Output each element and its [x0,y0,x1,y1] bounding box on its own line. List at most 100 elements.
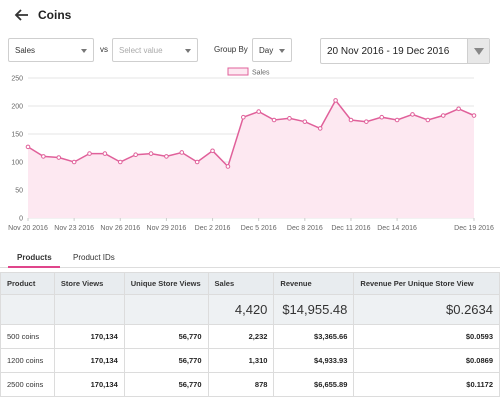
totals-cell-empty [0,294,55,325]
chevron-down-icon [474,48,484,55]
tab-products[interactable]: Products [17,253,52,262]
column-header-revenue-per-unique-store-view[interactable]: Revenue Per Unique Store View [353,272,500,295]
sales-point [394,117,400,123]
active-tab-indicator [8,266,60,268]
sales-point [102,151,108,156]
revenue-value: $6,655.89 [273,372,355,397]
chevron-down-icon [185,49,191,53]
sales-point [179,150,185,155]
y-tick-label: 150 [11,132,23,139]
unique-store-views-value: 56,770 [123,372,209,397]
sales-point [133,152,138,158]
group-by-select[interactable]: Day [252,38,292,62]
column-header-revenue[interactable]: Revenue [273,272,355,295]
y-tick-label: 250 [11,76,23,83]
sales-point [194,159,200,165]
sales-point [271,117,277,123]
sales-chart-svg: 0 50 100 150 200 250 Nov 20 2016 Nov 23 2016 Nov… [8,67,494,232]
sales-point [317,126,323,131]
chevron-down-icon [279,49,285,53]
column-header-product[interactable]: Product [0,272,55,295]
header-bar: Coins [0,0,500,30]
y-tick-label: 200 [11,104,23,111]
table-row[interactable]: 1200 coins 170,134 56,770 1,310 $4,933.9… [0,348,500,373]
compare-select-placeholder: Select value [119,45,163,55]
sales-chart: 0 50 100 150 200 250 Nov 20 2016 Nov 23 2016 Nov… [0,64,500,240]
date-range-value: 20 Nov 2016 - 19 Dec 2016 [327,45,450,57]
product-name: 500 coins [0,324,55,349]
product-name: 1200 coins [0,348,55,373]
sales-value: 2,232 [207,324,275,349]
column-header-store-views[interactable]: Store Views [53,272,125,295]
legend-label: Sales [252,70,270,77]
x-tick-label: Nov 26 2016 [100,225,140,232]
sales-point [348,117,354,123]
x-tick-label: Nov 20 2016 [8,225,48,232]
totals-rpusv: $0.2634 [353,294,500,325]
x-tick-label: Dec 19 2016 [454,225,494,232]
x-tick-label: Dec 8 2016 [287,225,323,232]
sales-value: 1,310 [207,348,275,373]
rpusv-value: $0.0869 [353,348,500,373]
metric-select[interactable]: Sales [8,38,94,62]
sales-point [425,117,431,123]
store-views-value: 170,134 [53,324,125,349]
revenue-value: $3,365.66 [273,324,355,349]
date-range-picker[interactable]: 20 Nov 2016 - 19 Dec 2016 [320,38,490,64]
column-header-unique-store-views[interactable]: Unique Store Views [123,272,209,295]
sales-point [87,151,92,156]
rpusv-value: $0.1172 [353,372,500,397]
x-tick-label: Nov 29 2016 [147,225,187,232]
x-tick-label: Dec 2 2016 [195,225,231,232]
tab-bar: Products Product IDs [0,250,500,268]
sales-line [27,99,475,168]
rpusv-value: $0.0593 [353,324,500,349]
y-tick-label: 50 [15,188,23,195]
x-tick-label: Nov 23 2016 [54,225,94,232]
x-tick-label: Dec 5 2016 [241,225,277,232]
store-views-value: 170,134 [53,348,125,373]
sales-point [241,114,246,120]
sales-point [287,116,292,121]
arrow-left-icon[interactable] [14,7,30,23]
totals-cell-empty [123,294,209,325]
sales-point [456,106,461,112]
tab-product-ids[interactable]: Product IDs [73,253,115,262]
y-tick-label: 0 [19,216,23,223]
page-title: Coins [38,8,72,22]
sales-point [379,114,385,120]
store-views-value: 170,134 [53,372,125,397]
compare-select[interactable]: Select value [112,38,198,62]
sales-point [410,112,415,117]
sales-point [471,113,477,118]
column-header-sales[interactable]: Sales [207,272,275,295]
sales-point [302,119,308,124]
sales-point [25,144,31,150]
revenue-value: $4,933.93 [273,348,355,373]
table-row[interactable]: 500 coins 170,134 56,770 2,232 $3,365.66… [0,324,500,349]
sales-point [71,159,77,165]
sales-point [364,119,369,124]
totals-row: 4,420 $14,955.48 $0.2634 [0,294,500,325]
group-by-label: Group By [214,45,248,54]
table-header-row: Product Store Views Unique Store Views S… [0,272,500,295]
sales-point [440,113,446,118]
x-tick-label: Dec 14 2016 [377,225,417,232]
products-table: Product Store Views Unique Store Views S… [0,272,500,397]
sales-point [256,109,261,114]
table-row[interactable]: 2500 coins 170,134 56,770 878 $6,655.89 … [0,372,500,397]
product-name: 2500 coins [0,372,55,397]
group-by-select-value: Day [259,45,274,55]
totals-revenue: $14,955.48 [273,294,355,325]
sales-point [117,159,123,165]
chevron-down-icon [81,49,87,53]
metric-select-value: Sales [15,45,36,55]
date-range-toggle[interactable] [467,39,489,63]
sales-point [210,148,215,154]
sales-point [225,164,231,169]
x-tick-label: Dec 11 2016 [331,225,370,232]
vs-label: vs [100,45,108,54]
sales-value: 878 [207,372,275,397]
sales-point [164,154,169,159]
filter-controls: Sales vs Select value Group By Day 20 No… [0,38,500,64]
